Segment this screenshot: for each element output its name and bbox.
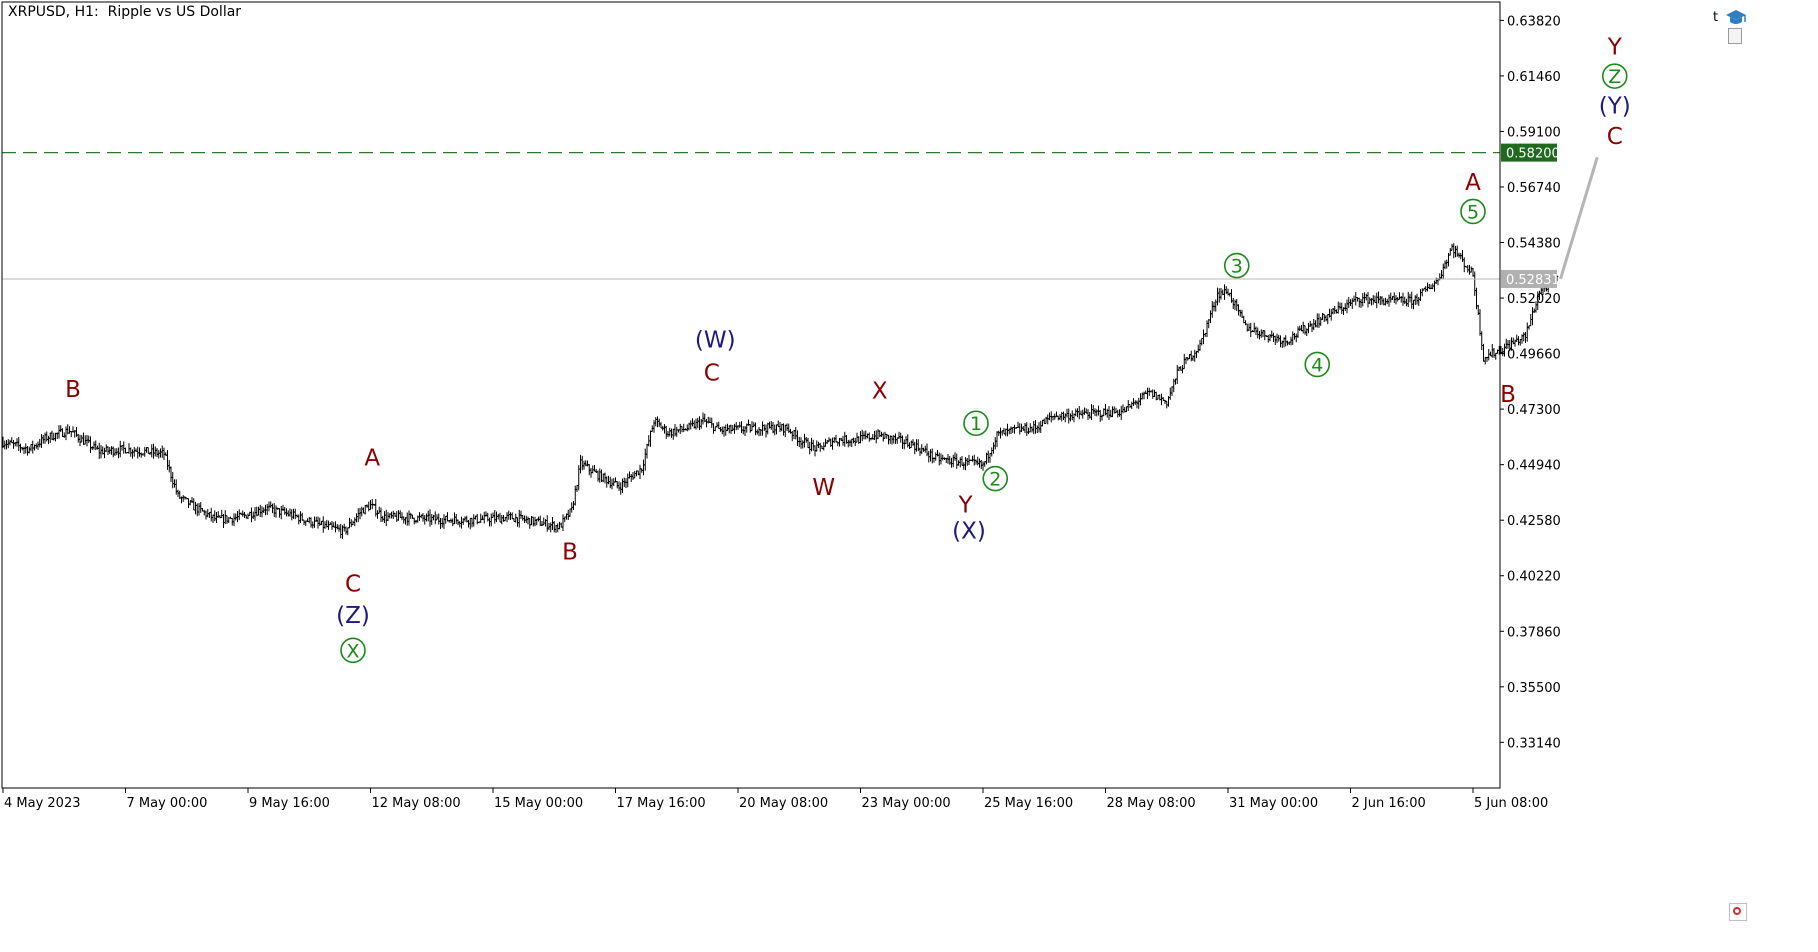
wave-label: Y	[957, 492, 973, 518]
y-tick-label: 0.42580	[1507, 514, 1561, 529]
wave-label-circle	[340, 637, 366, 664]
wave-label: 3	[1231, 256, 1243, 278]
y-tick-label: 0.52020	[1507, 292, 1561, 307]
wave-label: 1	[970, 413, 982, 435]
y-tick-label: 0.37860	[1507, 625, 1561, 640]
chart-title: XRPUSD, H1: Ripple vs US Dollar	[8, 4, 242, 20]
wave-label: 2	[989, 469, 1001, 491]
trade-t-icon[interactable]: t	[1713, 10, 1719, 25]
y-tick-label: 0.63820	[1507, 14, 1561, 29]
projection-line	[1559, 156, 1599, 280]
wave-label-circle	[963, 410, 989, 437]
wave-label-circle	[982, 465, 1009, 492]
y-tick-label: 0.35500	[1507, 681, 1561, 696]
wave-label: Z	[1608, 66, 1621, 88]
x-tick-label: 9 May 16:00	[249, 796, 330, 811]
x-tick-label: 28 May 08:00	[1107, 796, 1196, 811]
levels-layer	[2, 151, 1599, 280]
wave-label: (X)	[952, 518, 986, 544]
x-tick-label: 4 May 2023	[4, 796, 81, 811]
wave-label: B	[1500, 382, 1516, 408]
wave-label: C	[1607, 124, 1623, 150]
wave-label: 4	[1311, 354, 1323, 376]
wave-label: B	[562, 539, 578, 565]
wave-label: Y	[1607, 35, 1623, 61]
axes-layer: 0.63820 0.61460 0.59100 0.56740 0.54380 0.520…	[1, 1, 1561, 811]
wave-label-circle	[1601, 63, 1628, 89]
y-tick-label: 0.44940	[1507, 459, 1561, 474]
wave-label: A	[1465, 170, 1481, 196]
x-tick-label: 25 May 16:00	[984, 796, 1073, 811]
x-tick-label: 15 May 00:00	[494, 796, 583, 811]
x-tick-label: 23 May 00:00	[862, 796, 951, 811]
y-tick-label: 0.33140	[1507, 736, 1561, 751]
wave-label: A	[364, 445, 380, 471]
wave-label: C	[704, 361, 720, 387]
x-tick-label: 7 May 00:00	[127, 796, 208, 811]
wave-label: 5	[1467, 201, 1479, 223]
y-tick-label: 0.56740	[1507, 181, 1561, 196]
wave-label: (W)	[695, 328, 736, 354]
target-price-badge: 0.58200	[1506, 147, 1560, 162]
wave-label: W	[812, 475, 835, 501]
wave-label: X	[346, 640, 359, 662]
y-tick-label: 0.47300	[1507, 403, 1561, 418]
graduation-cap-icon[interactable]	[1725, 8, 1747, 28]
wave-label: C	[345, 571, 361, 597]
last-price-badge-bg	[1501, 269, 1557, 288]
last-price-badge: 0.52831	[1506, 273, 1560, 288]
candles-layer	[1, 243, 1559, 539]
wave-label: X	[872, 378, 888, 404]
wave-label-circle	[1304, 351, 1331, 378]
y-tick-label: 0.40220	[1507, 570, 1561, 585]
x-tick-label: 20 May 08:00	[739, 796, 828, 811]
wave-label: B	[65, 377, 81, 403]
x-tick-label: 12 May 08:00	[372, 796, 461, 811]
x-tick-label: 2 Jun 16:00	[1352, 796, 1426, 811]
wave-label-circle	[1223, 252, 1250, 279]
y-tick-label: 0.59100	[1507, 125, 1561, 140]
target-price-badge-bg	[1501, 143, 1557, 162]
document-icon[interactable]	[1728, 28, 1742, 44]
x-tick-label: 17 May 16:00	[617, 796, 706, 811]
one-click-trading-icon[interactable]	[1729, 903, 1747, 921]
wave-label: (Z)	[336, 603, 370, 629]
x-tick-label: 31 May 00:00	[1229, 796, 1318, 811]
x-tick-label: 5 Jun 08:00	[1474, 796, 1548, 811]
y-tick-label: 0.61460	[1507, 70, 1561, 85]
wave-label-circle	[1460, 198, 1486, 225]
wave-label: (Y)	[1599, 94, 1631, 120]
y-tick-label: 0.54380	[1507, 237, 1561, 252]
plot-frame	[1, 1, 1501, 789]
y-tick-label: 0.49660	[1507, 348, 1561, 363]
